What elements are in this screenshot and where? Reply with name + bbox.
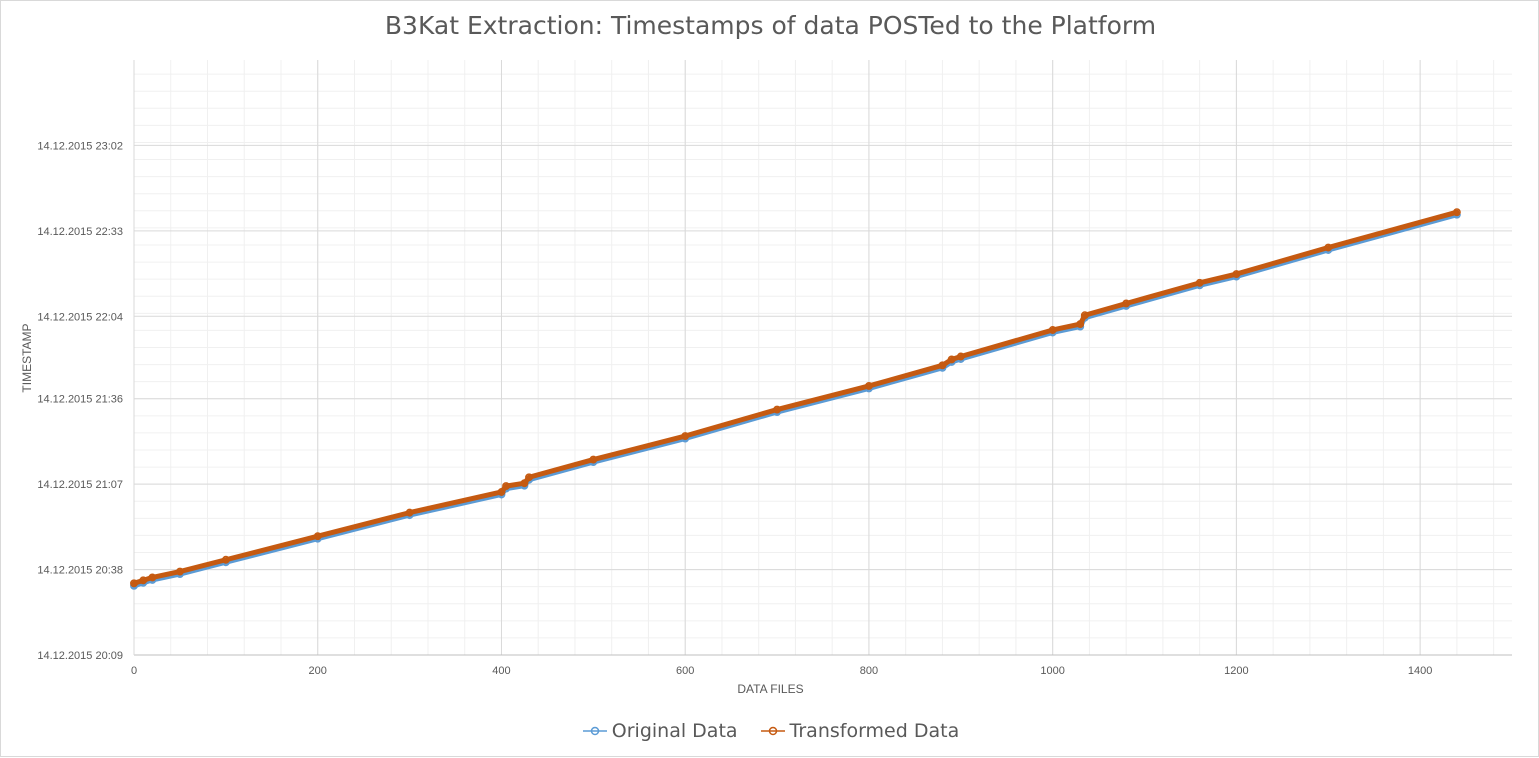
data-point [1048,326,1057,334]
data-point [139,576,148,585]
data-point [130,579,138,588]
data-point [956,352,965,361]
data-point [525,473,533,482]
data-point [148,573,157,582]
x-axis-title: DATA FILES [737,682,804,696]
y-tick-label: 14.12.2015 23:02 [37,140,123,152]
x-tick-label: 1000 [1040,665,1064,677]
data-point [502,482,511,491]
series-layer [130,208,1461,590]
series-transformed-data [130,208,1461,588]
legend-label-transformed: Transformed Data [789,720,960,742]
legend-item-transformed[interactable]: Transformed Data [760,720,960,742]
chart-title: B3Kat Extraction: Timestamps of data POS… [384,11,1157,40]
x-tick-label: 400 [492,665,510,677]
data-point [1324,243,1333,252]
x-tick-label: 600 [676,665,694,677]
data-point [1076,320,1085,329]
y-tick-label: 14.12.2015 22:04 [37,311,123,323]
data-point [313,532,322,541]
data-point [497,488,506,496]
data-point [947,355,956,364]
data-point [773,405,782,414]
data-point [938,361,947,370]
legend-marker-transformed [760,726,785,736]
legend-item-original[interactable]: Original Data [582,720,738,742]
y-tick-label: 14.12.2015 20:09 [37,650,123,662]
y-axis-title: TIMESTAMP [20,323,34,393]
legend: Original Data Transformed Data [1,720,1539,742]
data-point [681,432,690,440]
x-tick-label: 200 [309,665,327,677]
data-point [1080,311,1089,320]
y-tick-label: 14.12.2015 21:36 [37,394,123,406]
data-point [864,382,873,390]
y-tick-label: 14.12.2015 20:38 [37,565,123,577]
data-point [1195,278,1204,287]
major-grid [133,60,1512,656]
data-point [175,567,184,576]
minor-grid [134,60,1512,655]
legend-marker-original [582,726,607,736]
data-point [1232,270,1241,278]
x-tick-labels: 0 200 400 600 800 1000 1200 1400 [131,665,1432,677]
y-tick-label: 14.12.2015 21:07 [37,479,123,491]
data-point [520,479,529,488]
data-point [1452,208,1461,217]
data-point [1122,299,1131,308]
series-line [131,209,1460,586]
legend-label-original: Original Data [611,720,738,742]
x-tick-label: 800 [860,665,878,677]
y-tick-labels: 14.12.2015 20:09 14.12.2015 20:38 14.12.20… [37,140,123,662]
x-tick-label: 0 [131,665,137,677]
axes [133,60,1512,656]
x-tick-label: 1200 [1224,665,1248,677]
data-point [405,508,414,517]
y-tick-label: 14.12.2015 22:33 [37,226,123,238]
data-point [221,555,230,564]
x-tick-label: 1400 [1408,665,1432,677]
data-point [589,455,598,464]
